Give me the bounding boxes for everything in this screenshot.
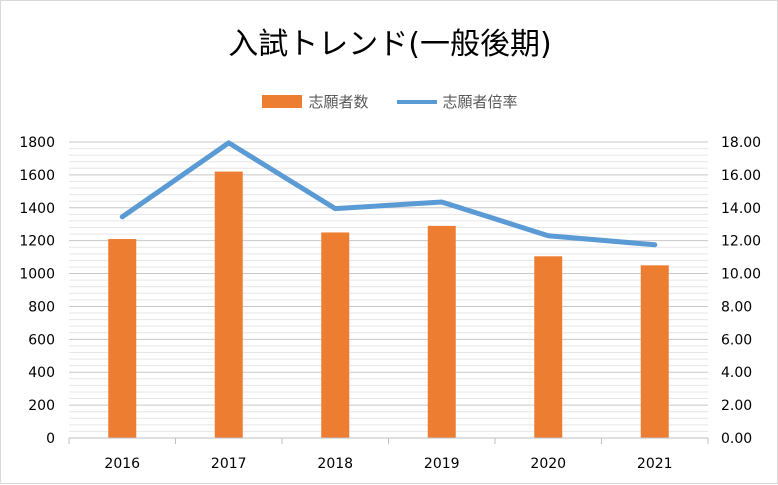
- y-right-tick-label: 2.00: [721, 398, 752, 414]
- bar-2017: [215, 172, 243, 438]
- y-left-tick-label: 600: [28, 332, 55, 348]
- bar-2019: [428, 226, 456, 438]
- y-left-tick-label: 800: [28, 299, 55, 315]
- y-axis-left-labels: 0 200 400 600 800 1000 1200 1400 1600 1800: [19, 135, 55, 447]
- y-left-tick-label: 1000: [19, 267, 55, 283]
- x-tick-label: 2021: [637, 456, 673, 472]
- x-tick-label: 2017: [211, 456, 247, 472]
- bar-2020: [534, 256, 562, 438]
- y-left-tick-label: 1400: [19, 201, 55, 217]
- y-right-tick-label: 14.00: [721, 201, 761, 217]
- y-right-tick-label: 6.00: [721, 332, 752, 348]
- y-right-tick-label: 8.00: [721, 299, 752, 315]
- y-right-tick-label: 18.00: [721, 135, 761, 151]
- y-right-tick-label: 4.00: [721, 365, 752, 381]
- bar-2016: [108, 239, 136, 438]
- ratio-line: [122, 143, 655, 245]
- y-left-tick-label: 1800: [19, 135, 55, 151]
- y-axis-right-labels: 0.00 2.00 4.00 6.00 8.00 10.00 12.00 14.00 16.00…: [721, 135, 761, 447]
- y-right-tick-label: 10.00: [721, 267, 761, 283]
- x-tick-label: 2019: [424, 456, 460, 472]
- bar-2021: [641, 265, 669, 438]
- axes: [69, 438, 708, 444]
- x-axis-labels: 2016 2017 2018 2019 2020 2021: [104, 456, 672, 472]
- y-left-tick-label: 1600: [19, 168, 55, 184]
- bar-2018: [321, 232, 349, 438]
- y-left-tick-label: 400: [28, 365, 55, 381]
- y-left-tick-label: 0: [46, 431, 55, 447]
- x-tick-label: 2016: [104, 456, 140, 472]
- x-tick-label: 2018: [317, 456, 353, 472]
- ratio-line-path: [122, 143, 655, 245]
- y-right-tick-label: 0.00: [721, 431, 752, 447]
- y-left-tick-label: 1200: [19, 234, 55, 250]
- y-right-tick-label: 16.00: [721, 168, 761, 184]
- y-left-tick-label: 200: [28, 398, 55, 414]
- x-tick-label: 2020: [530, 456, 566, 472]
- y-right-tick-label: 12.00: [721, 234, 761, 250]
